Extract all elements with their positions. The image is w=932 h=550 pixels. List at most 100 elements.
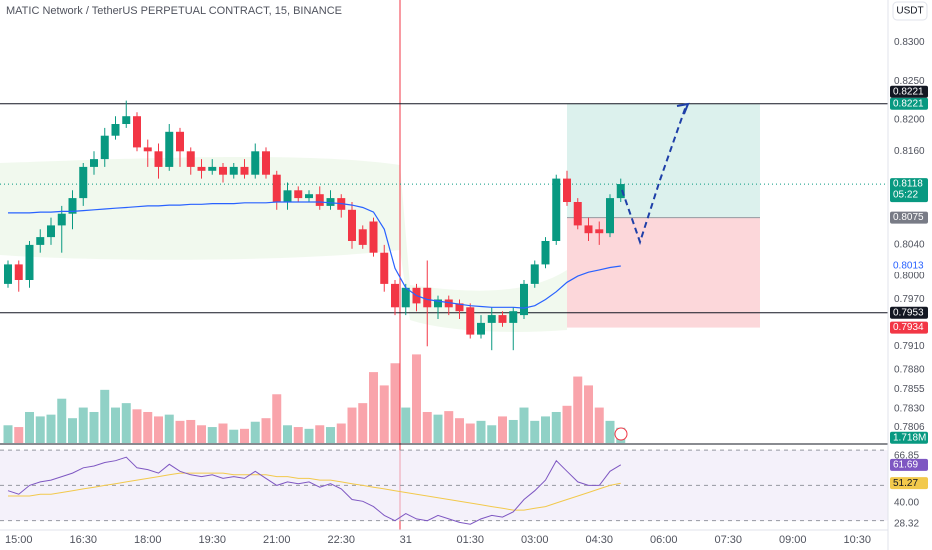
volume-bar <box>100 389 110 443</box>
candle-body <box>90 159 98 167</box>
y-tick-label: 0.7830 <box>894 403 925 414</box>
volume-bar <box>455 418 464 443</box>
volume-bar <box>293 427 303 443</box>
candle-body <box>455 303 464 312</box>
candle-body <box>369 221 378 253</box>
volume-bar <box>121 403 131 443</box>
candle-body <box>240 166 249 175</box>
candle-body <box>262 151 270 175</box>
volume-bar <box>250 421 260 443</box>
candle-body <box>165 131 174 167</box>
rsi-ma-last-label: 51.27 <box>893 478 918 489</box>
candle-body <box>573 202 582 226</box>
candle-body <box>305 194 313 199</box>
volume-bar <box>78 407 88 443</box>
y-tick-label: 0.7880 <box>894 364 925 375</box>
y-tick-label: 0.8160 <box>894 146 925 157</box>
candle-body <box>423 287 432 308</box>
volume-bar <box>197 425 206 443</box>
volume-bar <box>444 411 454 443</box>
candle-body <box>477 322 485 335</box>
volume-bar <box>336 423 346 443</box>
volume-bar <box>487 425 497 443</box>
flash-icon[interactable] <box>614 427 628 441</box>
candle-body <box>487 315 496 323</box>
volume-bar <box>272 394 282 443</box>
candle-body <box>272 174 281 203</box>
volume-bar <box>508 419 518 443</box>
candle-body <box>133 116 141 148</box>
candle-body <box>283 190 292 203</box>
x-tick-label: 21:00 <box>263 534 291 546</box>
volume-bar <box>326 427 335 443</box>
volume-bar <box>541 416 550 443</box>
candle-body <box>68 198 77 214</box>
volume-bar <box>14 427 24 443</box>
candle-body <box>57 213 66 226</box>
candle-body <box>111 124 120 136</box>
hline-label-bg <box>890 85 928 98</box>
y-tick-label: 0.7806 <box>894 422 925 433</box>
y-tick-label: 0.7855 <box>894 384 925 395</box>
candle-body <box>541 240 550 265</box>
candle-body <box>14 264 23 280</box>
position-target-label: 0.8221 <box>893 98 924 109</box>
currency-button[interactable] <box>892 1 928 21</box>
candle-body <box>122 116 131 125</box>
volume-bar <box>261 418 271 443</box>
hline-label: 0.8221 <box>893 86 924 97</box>
volume-bar <box>68 418 77 443</box>
rsi-tick-label: 66.85 <box>894 450 919 461</box>
candle-body <box>176 131 184 152</box>
x-tick-label: 15:00 <box>5 534 33 546</box>
candle-body <box>326 198 335 206</box>
volume-bar <box>132 409 142 443</box>
rsi-tick-label: 40.00 <box>894 498 919 509</box>
candle-body <box>219 166 227 175</box>
currency-label[interactable]: USDT <box>896 6 923 17</box>
volume-bar <box>218 423 228 443</box>
candle-body <box>401 287 410 308</box>
y-tick-label: 0.8200 <box>894 115 925 126</box>
candle-body <box>47 225 55 238</box>
candle-body <box>348 209 356 241</box>
rsi-last-label: 61.69 <box>893 459 918 470</box>
rsi-last-label-bg <box>890 458 928 471</box>
last-price-label-bg <box>890 178 928 203</box>
volume-bar <box>25 411 34 443</box>
volume-bar <box>422 411 432 443</box>
volume-bar <box>498 416 507 443</box>
volume-bar <box>476 420 486 443</box>
volume-bar <box>154 416 163 443</box>
candle-body <box>380 252 389 284</box>
volume-bar <box>143 411 153 443</box>
volume-bar <box>347 407 357 443</box>
x-tick-label: 06:00 <box>650 534 678 546</box>
y-tick-label: 0.7970 <box>894 294 925 305</box>
volume-bar <box>111 407 120 443</box>
hline-label-bg <box>890 306 928 319</box>
x-tick-label: 19:30 <box>198 534 226 546</box>
candle-body <box>315 194 324 206</box>
volume-last-label: 1.718M <box>893 432 926 443</box>
x-tick-label: 03:00 <box>521 534 549 546</box>
candle-body <box>25 244 34 280</box>
rsi-ma-line <box>8 472 621 511</box>
volume-bar <box>433 414 443 443</box>
candle-body <box>197 166 206 171</box>
position-stop-label: 0.7934 <box>893 322 924 333</box>
candle-body <box>498 315 507 323</box>
candle-body <box>444 299 453 308</box>
volume-bar <box>605 420 615 443</box>
candle-body <box>154 151 163 167</box>
volume-bar <box>573 376 583 443</box>
position-loss-zone <box>567 217 760 328</box>
volume-bar <box>401 407 411 443</box>
volume-bar <box>186 419 196 443</box>
volume-bar <box>35 416 45 443</box>
x-tick-label: 07:30 <box>714 534 742 546</box>
y-tick-label: 0.7910 <box>894 341 925 352</box>
y-tick-label: 0.8250 <box>894 76 925 87</box>
volume-bar <box>530 420 540 443</box>
